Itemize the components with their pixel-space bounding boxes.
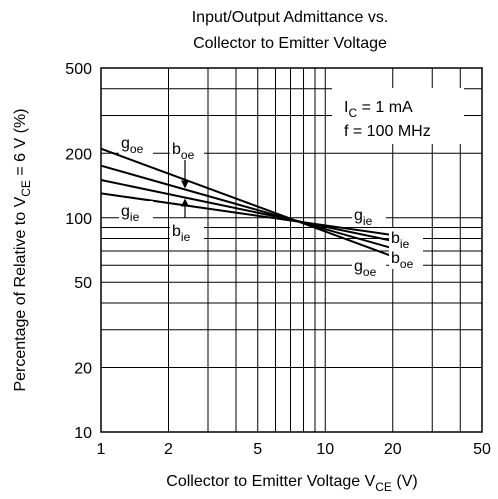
series-label-g-ie-bg-right	[352, 205, 386, 226]
tick-labels: 1 2 5 10 20 50 10 20 50 100 200 500	[65, 61, 491, 458]
x-tick-label: 1	[97, 441, 106, 458]
series-label-b-ie-left: bie	[172, 223, 191, 244]
series-group	[100, 147, 394, 258]
y-tick-label: 10	[74, 425, 92, 442]
series-label-b-ie-bg-right	[389, 228, 423, 249]
series-line-g-ie	[100, 192, 393, 237]
series-label-b-ie-bg-left	[170, 221, 204, 242]
x-tick-label: 50	[473, 441, 491, 458]
series-label-g-ie-bg-left	[119, 201, 153, 222]
y-tick-label: 500	[65, 61, 92, 78]
conditions-bg	[332, 88, 464, 144]
chart-title-line-1: Input/Output Admittance vs.	[192, 9, 389, 26]
condition-line-2: f = 100 MHz	[344, 123, 431, 140]
series-label-g-oe-bg-right	[352, 256, 386, 277]
series-line-b-oe	[100, 164, 394, 250]
series-label-g-oe-bg-left	[119, 133, 153, 154]
plot-frame	[100, 67, 483, 433]
y-tick-label: 200	[65, 146, 92, 163]
y-tick-label: 100	[65, 211, 92, 228]
series-label-b-ie-right: bie	[391, 230, 410, 251]
series-label-g-ie-left: gie	[121, 203, 140, 224]
series-label-b-oe-bg-right	[389, 248, 423, 269]
conditions-box: IC = 1 mA f = 100 MHz	[332, 88, 464, 144]
x-tick-label: 2	[164, 441, 173, 458]
series-label-g-oe-right: goe	[354, 258, 377, 279]
series-label-g-ie-right: gie	[354, 207, 373, 228]
x-axis-label: Collector to Emitter Voltage VCE (V)	[166, 473, 417, 494]
series-line-g-oe	[100, 147, 394, 258]
series-line-b-ie	[100, 179, 393, 242]
y-tick-label: 20	[74, 361, 92, 378]
series-label-b-oe-left: boe	[172, 141, 195, 162]
x-tick-label: 5	[253, 441, 262, 458]
series-label-b-oe-bg-left	[170, 139, 204, 160]
arrow-b-oe-head	[181, 180, 189, 189]
y-tick-label: 50	[74, 275, 92, 292]
condition-line-1: IC = 1 mA	[344, 99, 413, 120]
series-label-g-oe-left: goe	[121, 135, 144, 156]
x-tick-label: 10	[316, 441, 334, 458]
arrow-b-ie-head	[181, 198, 189, 207]
y-axis-label: Percentage of Relative to VCE = 6 V (%)	[12, 108, 33, 391]
series-label-b-oe-right: boe	[391, 250, 414, 271]
x-tick-label: 20	[384, 441, 402, 458]
chart-title-line-2: Collector to Emitter Voltage	[193, 35, 387, 52]
